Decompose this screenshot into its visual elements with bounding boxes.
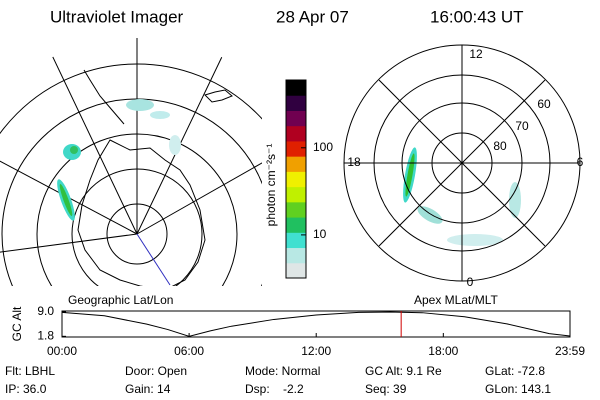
footer: Flt: LBHL Door: Open Mode: Normal GC Alt: 9… xyxy=(5,364,551,396)
title: Ultraviolet Imager xyxy=(50,7,184,26)
colorbar-tick-label: 100 xyxy=(313,140,333,154)
apex-plot xyxy=(343,44,581,282)
colorbar-segment xyxy=(286,186,306,203)
colorbar-segment xyxy=(286,80,306,96)
colorbar-segment xyxy=(286,95,306,111)
mlt-label: 18 xyxy=(347,155,361,169)
mlt-label: 6 xyxy=(577,155,584,169)
colorbar-segment xyxy=(286,140,306,157)
colorbar-segment xyxy=(286,125,306,142)
mlt-label: 12 xyxy=(469,47,483,61)
colorbar-segment xyxy=(286,262,306,279)
y-axis-title: GC Alt xyxy=(10,306,24,341)
colorbar-segment xyxy=(286,232,306,249)
y-tick-label: 9.0 xyxy=(37,304,54,318)
status-field: Flt: LBHL xyxy=(5,364,55,378)
x-tick-label: 18:00 xyxy=(428,344,458,358)
colorbar-segment xyxy=(286,201,306,218)
apex-title: Apex MLat/MLT xyxy=(414,293,498,307)
colorbar-segment xyxy=(286,247,306,264)
map-title: Geographic Lat/Lon xyxy=(68,293,173,307)
x-tick-label: 06:00 xyxy=(174,344,204,358)
mlt-label: 0 xyxy=(467,275,474,289)
status-field: Dsp: -2.2 xyxy=(245,382,304,396)
x-tick-label: 12:00 xyxy=(301,344,331,358)
mlat-label: 60 xyxy=(537,97,551,111)
geo-map xyxy=(0,38,262,286)
status-field: GLon: 143.1 xyxy=(485,382,551,396)
status-field: Door: Open xyxy=(125,364,187,378)
x-tick-label: 23:59 xyxy=(555,344,585,358)
status-field: GLat: -72.8 xyxy=(485,364,545,378)
mlat-label: 70 xyxy=(515,119,529,133)
status-field: Gain: 14 xyxy=(125,382,171,396)
status-field: IP: 36.0 xyxy=(5,382,47,396)
altitude-line xyxy=(61,311,571,337)
colorbar-title: photon cm⁻²s⁻¹ xyxy=(264,144,278,227)
colorbar-segment xyxy=(286,156,306,172)
colorbar-segment xyxy=(286,217,306,233)
status-field: Seq: 39 xyxy=(365,382,407,396)
status-field: Mode: Normal xyxy=(245,364,320,378)
mlat-label: 80 xyxy=(493,139,507,153)
x-tick-label: 00:00 xyxy=(47,344,77,358)
colorbar-segment xyxy=(286,110,306,127)
y-tick-label: 1.8 xyxy=(37,328,54,342)
colorbar-segment xyxy=(286,171,306,188)
status-field: GC Alt: 9.1 Re xyxy=(365,364,442,378)
colorbar-frame xyxy=(285,79,307,279)
time: 16:00:43 UT xyxy=(430,7,524,26)
colorbar-tick-label: 10 xyxy=(313,227,327,241)
date: 28 Apr 07 xyxy=(276,7,349,26)
